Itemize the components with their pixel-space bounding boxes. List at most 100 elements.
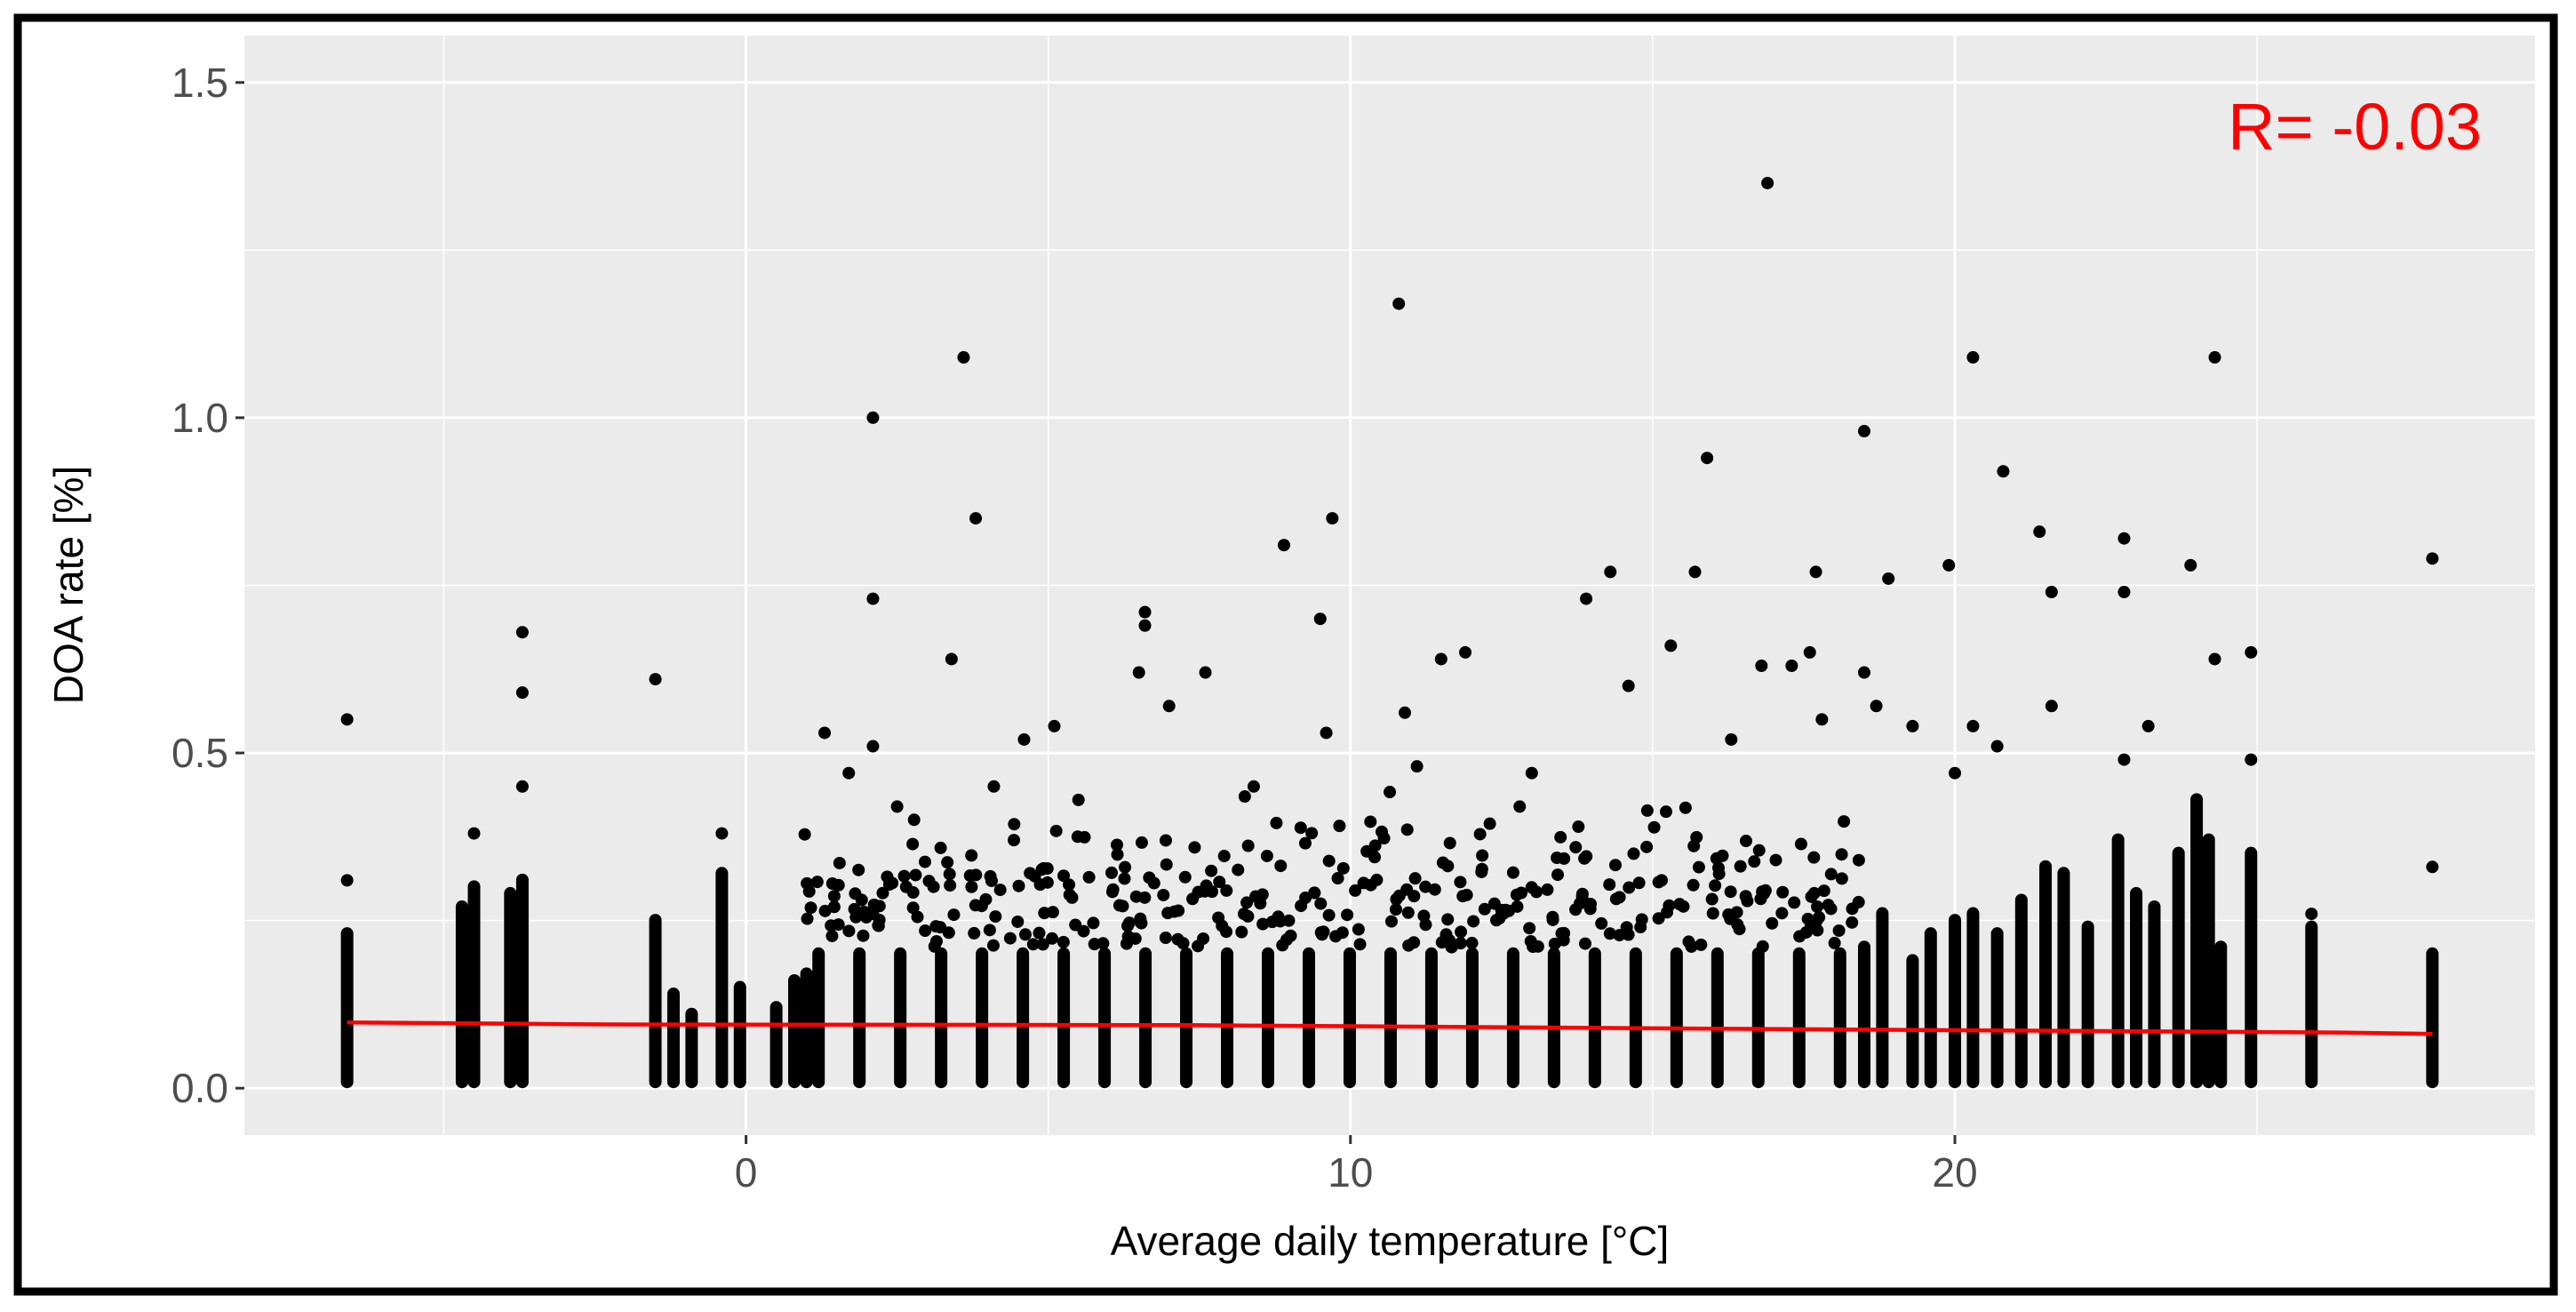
data-point xyxy=(1701,452,1714,465)
data-point xyxy=(1828,936,1841,949)
data-point xyxy=(1256,888,1269,901)
data-point xyxy=(1284,929,1297,942)
data-point xyxy=(832,878,845,892)
data-point xyxy=(1333,820,1346,833)
point-column xyxy=(1302,947,1315,1089)
data-point xyxy=(340,713,354,726)
x-tick-label: 0 xyxy=(735,1149,758,1196)
data-point xyxy=(906,837,920,851)
data-point xyxy=(1434,652,1448,666)
data-point xyxy=(969,512,983,525)
data-point xyxy=(1580,592,1593,605)
data-point xyxy=(969,899,982,912)
data-point xyxy=(1282,914,1296,927)
point-column xyxy=(1424,947,1438,1089)
data-point xyxy=(897,869,911,883)
data-point xyxy=(1389,903,1402,916)
point-column xyxy=(733,980,746,1089)
data-point xyxy=(1199,666,1212,679)
data-point xyxy=(2033,525,2046,539)
data-point xyxy=(1659,805,1672,819)
data-point xyxy=(1188,841,1201,854)
data-point xyxy=(1548,937,1561,950)
data-point xyxy=(515,686,529,700)
data-point xyxy=(1036,938,1049,951)
data-point xyxy=(1082,870,1096,884)
data-point xyxy=(1811,900,1824,914)
data-point xyxy=(1857,425,1870,438)
data-point xyxy=(2117,532,2131,545)
data-point xyxy=(1410,760,1424,773)
data-point xyxy=(1527,940,1540,954)
data-point xyxy=(1454,876,1467,889)
point-column xyxy=(2081,920,2094,1089)
data-point xyxy=(1428,883,1441,896)
y-tick-label: 0.0 xyxy=(171,1065,228,1111)
data-point xyxy=(1305,827,1319,840)
data-point xyxy=(1443,836,1456,850)
data-point xyxy=(1705,892,1719,906)
data-point xyxy=(866,592,880,605)
data-point xyxy=(832,918,845,932)
data-point xyxy=(1846,916,1859,929)
data-point xyxy=(934,841,947,854)
data-point xyxy=(1852,895,1865,908)
point-column xyxy=(467,880,481,1089)
data-point xyxy=(1627,847,1640,860)
point-column xyxy=(1792,947,1806,1089)
point-column xyxy=(715,867,729,1089)
data-point xyxy=(825,929,839,942)
data-point xyxy=(1298,836,1312,850)
data-point xyxy=(1755,660,1768,673)
data-point xyxy=(1476,849,1489,862)
data-point xyxy=(1465,936,1479,949)
point-column xyxy=(2190,793,2204,1089)
data-point xyxy=(1341,908,1354,922)
data-point xyxy=(1121,930,1135,943)
y-tick-label: 1.0 xyxy=(171,395,228,441)
y-axis-ticks: 0.0 0.5 1.0 1.5 xyxy=(171,60,244,1111)
data-point xyxy=(1530,885,1543,899)
data-point xyxy=(965,849,978,862)
data-point xyxy=(1815,713,1829,726)
data-point xyxy=(983,924,996,937)
point-column xyxy=(894,947,907,1089)
data-point xyxy=(340,874,354,887)
data-point xyxy=(1966,351,1980,364)
data-point xyxy=(1331,872,1344,885)
data-point xyxy=(1336,861,1350,875)
data-point xyxy=(1832,924,1846,937)
data-point xyxy=(1655,874,1668,887)
point-column xyxy=(2426,947,2439,1089)
data-point xyxy=(1352,923,1365,936)
point-column xyxy=(2148,900,2161,1089)
data-point xyxy=(1240,896,1254,909)
data-point xyxy=(1775,907,1789,920)
point-column xyxy=(455,900,468,1089)
point-column xyxy=(853,947,866,1089)
data-point xyxy=(1511,900,1524,913)
data-point xyxy=(1632,876,1646,890)
data-point xyxy=(1725,732,1738,746)
point-column xyxy=(1180,947,1193,1089)
data-point xyxy=(1523,922,1536,935)
data-point xyxy=(1569,903,1583,916)
data-point xyxy=(907,813,921,827)
data-point xyxy=(1513,800,1527,813)
data-point xyxy=(1682,935,1695,948)
data-point xyxy=(979,892,993,906)
data-point xyxy=(1241,839,1255,852)
data-point xyxy=(1138,619,1152,632)
data-point xyxy=(941,856,954,869)
data-point xyxy=(1807,886,1821,900)
data-point xyxy=(855,893,868,907)
data-point xyxy=(1906,719,1919,732)
data-point xyxy=(1046,932,1059,945)
data-point xyxy=(1724,885,1737,899)
x-axis-title: Average daily temperature [°C] xyxy=(1111,1218,1670,1264)
data-point xyxy=(1852,853,1865,867)
data-point xyxy=(827,900,841,914)
point-column xyxy=(2057,867,2070,1089)
data-point xyxy=(1216,919,1229,932)
point-column xyxy=(787,973,801,1089)
